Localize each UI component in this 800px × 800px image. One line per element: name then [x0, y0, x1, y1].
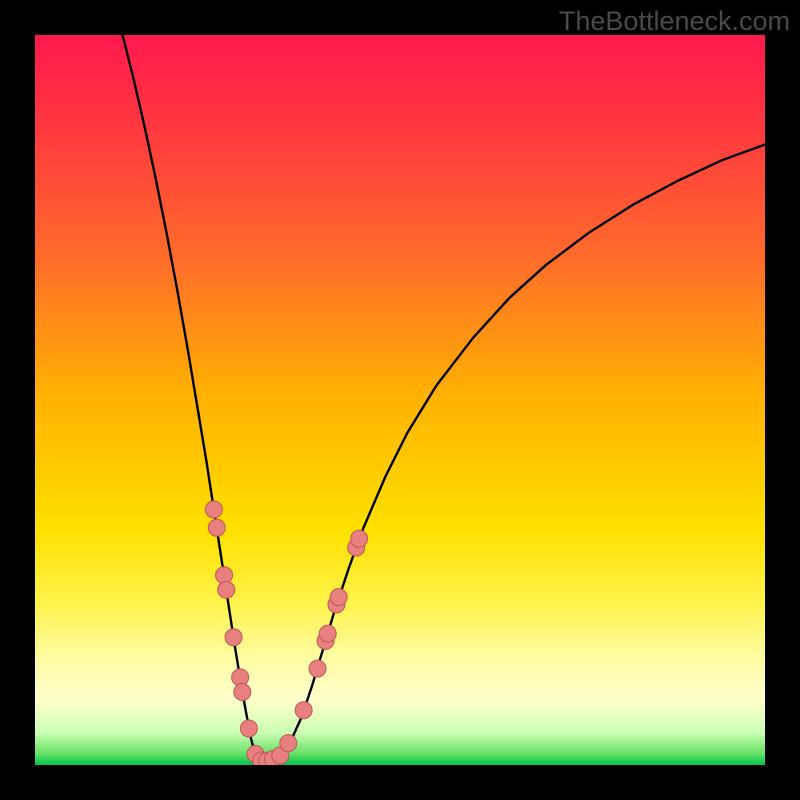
figure-root: TheBottleneck.com — [0, 0, 800, 800]
data-marker — [225, 629, 242, 646]
chart-svg — [0, 0, 800, 800]
data-marker — [319, 625, 336, 642]
data-marker — [234, 684, 251, 701]
data-marker — [351, 530, 368, 547]
plot-background — [35, 35, 765, 765]
data-marker — [240, 720, 257, 737]
data-marker — [309, 660, 326, 677]
data-marker — [218, 581, 235, 598]
data-marker — [208, 519, 225, 536]
data-marker — [330, 589, 347, 606]
data-marker — [295, 702, 312, 719]
data-marker — [205, 501, 222, 518]
watermark-text: TheBottleneck.com — [559, 6, 790, 37]
data-marker — [280, 735, 297, 752]
